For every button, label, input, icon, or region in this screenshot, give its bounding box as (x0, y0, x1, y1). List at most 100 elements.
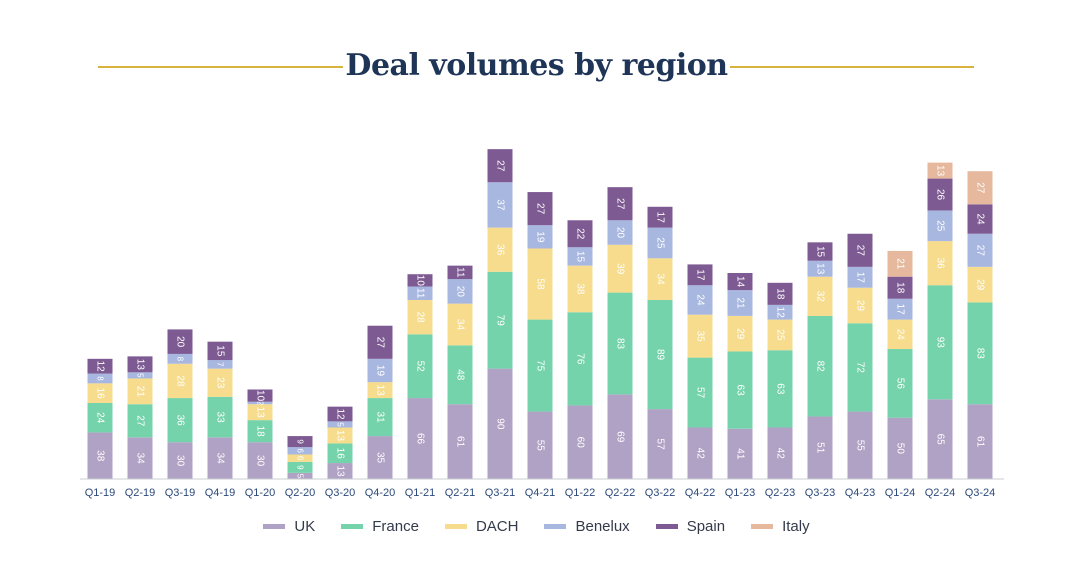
data-label: 27 (535, 203, 546, 215)
x-tick-label: Q3-20 (325, 487, 356, 499)
data-label: 29 (735, 328, 746, 340)
bar-segment (327, 427, 353, 444)
data-label: 57 (695, 387, 706, 399)
x-tick-label: Q4-20 (365, 487, 396, 499)
data-label: 18 (775, 288, 786, 300)
bar-segment (607, 292, 633, 395)
bar-segment (847, 287, 873, 324)
data-label: 20 (615, 227, 626, 239)
data-label: 13 (135, 359, 146, 371)
data-label: 35 (695, 331, 706, 343)
bar-segment (967, 404, 993, 479)
bar-segment (687, 264, 713, 286)
data-label: 34 (135, 453, 146, 465)
data-label: 13 (335, 430, 346, 442)
data-label: 15 (575, 251, 586, 263)
data-label: 19 (375, 365, 386, 377)
bar-segment (647, 258, 673, 300)
title-rule-left (98, 66, 366, 68)
data-label: 63 (735, 385, 746, 397)
x-tick-label: Q1-21 (405, 487, 436, 499)
data-label: 26 (935, 189, 946, 201)
x-tick-label: Q2-22 (605, 487, 636, 499)
data-label: 27 (135, 415, 146, 427)
bar-segment (367, 325, 393, 359)
bar-segment (447, 279, 473, 304)
bar-segment (487, 149, 513, 183)
bar-segment (887, 276, 913, 299)
data-label: 42 (695, 448, 706, 460)
data-label: 34 (655, 274, 666, 286)
bar-segment (367, 436, 393, 479)
bar-segment (167, 398, 193, 443)
legend-label: UK (294, 518, 316, 535)
data-label: 24 (975, 213, 986, 225)
bar-segment (327, 421, 353, 428)
bar-segment (87, 373, 113, 384)
data-label: 42 (775, 448, 786, 460)
bar-segment (527, 411, 553, 479)
data-label: 41 (735, 448, 746, 460)
data-label: 24 (895, 329, 906, 341)
data-label: 12 (775, 307, 786, 319)
bar-segment (207, 437, 233, 479)
data-label: 50 (895, 443, 906, 455)
data-label: 13 (815, 263, 826, 275)
bar-segment (87, 383, 113, 403)
data-label: 13 (255, 407, 266, 419)
bar-segment (727, 315, 753, 352)
data-label: 39 (615, 263, 626, 275)
bar-segment (487, 271, 513, 369)
data-label: 72 (855, 362, 866, 374)
data-label: 22 (575, 228, 586, 240)
bar-segment (607, 244, 633, 293)
bars-layer: 3824168123427215133036288203433237153018… (87, 149, 993, 479)
bar-segment (247, 389, 273, 402)
bar-segment (407, 286, 433, 300)
legend-entry: France (341, 518, 419, 535)
data-label: 36 (175, 415, 186, 427)
data-label: 30 (175, 455, 186, 467)
bar-segment (847, 411, 873, 479)
data-label: 56 (895, 378, 906, 390)
data-label: 2 (256, 401, 265, 406)
data-label: 11 (415, 288, 426, 299)
bar-segment (87, 358, 113, 374)
bar-segment (447, 404, 473, 479)
bar-segment (287, 447, 313, 455)
data-label: 13 (935, 165, 946, 177)
bar-segment (447, 303, 473, 346)
bar-segment (887, 298, 913, 320)
data-label: 18 (255, 426, 266, 438)
bar-segment (687, 314, 713, 358)
bar-segment (327, 443, 353, 464)
data-label: 27 (375, 337, 386, 349)
data-label: 27 (615, 198, 626, 210)
bar-segment (287, 472, 313, 479)
data-label: 30 (255, 455, 266, 467)
data-label: 48 (455, 369, 466, 381)
bar-segment (647, 206, 673, 228)
data-label: 10 (415, 275, 426, 287)
bar-segment (367, 382, 393, 399)
x-tick-label: Q1-24 (885, 487, 916, 499)
data-label: 51 (815, 442, 826, 454)
data-label: 9 (296, 465, 305, 470)
data-label: 23 (215, 377, 226, 389)
bar-segment (807, 416, 833, 479)
bar-segment (207, 368, 233, 397)
bar-segment (127, 404, 153, 438)
data-label: 66 (415, 433, 426, 445)
legend-entry: UK (263, 518, 315, 535)
bar-segment (247, 442, 273, 479)
data-label: 17 (895, 304, 906, 316)
bar-segment (447, 345, 473, 405)
bar-segment (487, 182, 513, 228)
data-label: 9 (296, 439, 305, 444)
legend-label: DACH (475, 518, 519, 535)
data-label: 52 (415, 361, 426, 373)
x-tick-label: Q1-22 (565, 487, 596, 499)
data-label: 69 (615, 431, 626, 443)
legend-entry: Spain (655, 518, 725, 535)
data-label: 25 (655, 237, 666, 249)
